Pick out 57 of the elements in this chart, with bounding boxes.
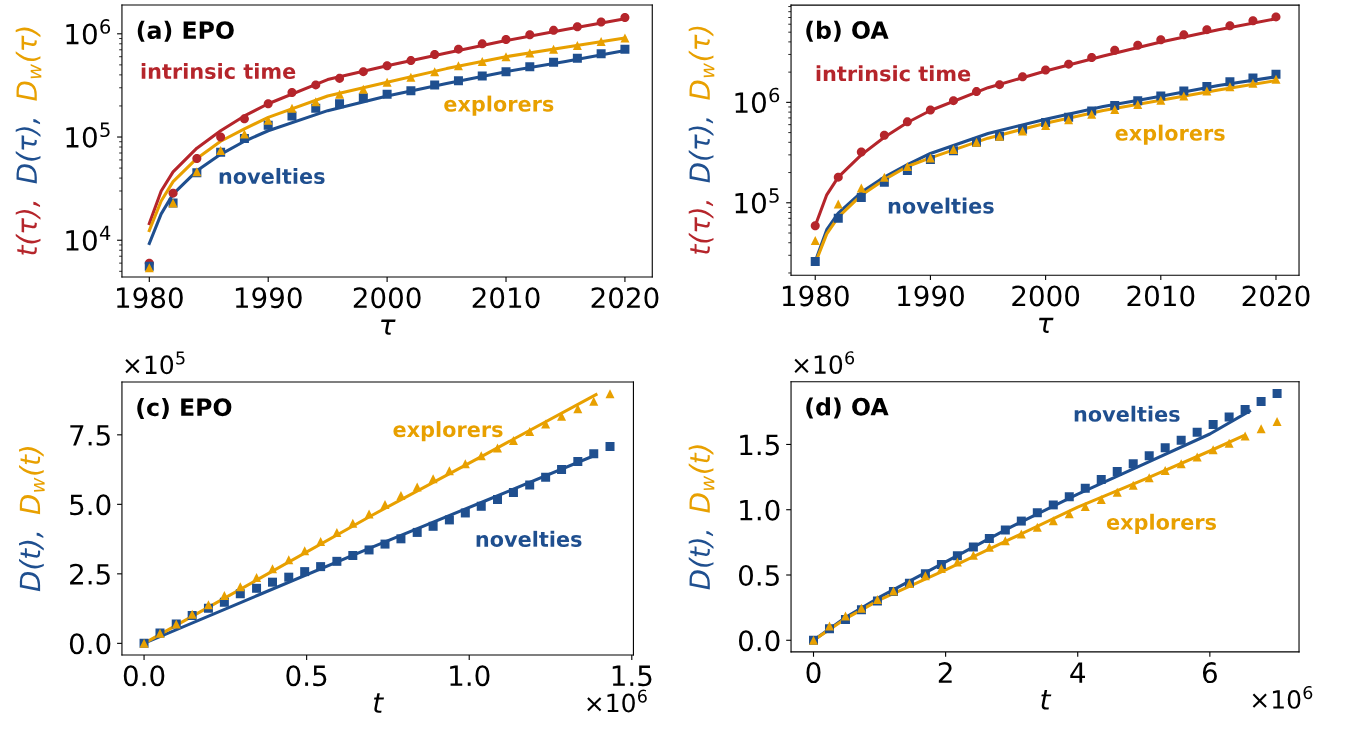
series-label: novelties: [888, 197, 994, 214]
y-tick-label: 10$^{5}$: [735, 188, 779, 214]
x-tick-label: 1990: [235, 287, 302, 309]
x-tick-label: 2010: [472, 287, 540, 309]
y-axis-title: t(τ), D(τ), D$_{w}$(τ): [15, 27, 42, 255]
y-tick-label: 2.5: [70, 563, 110, 585]
x-axis-title: t: [374, 693, 384, 713]
y-tick-label: 10$^{4}$: [66, 225, 111, 251]
y-tick-label: 0.0: [69, 633, 111, 655]
series-label: explorers: [1106, 513, 1217, 534]
y-tick-label: 1.5: [740, 434, 779, 456]
x-tick-label: 0: [806, 662, 821, 684]
x-tick-label: 4: [1070, 662, 1086, 683]
y-tick-label: 10$^{6}$: [66, 19, 111, 45]
x-axis-title: τ: [1039, 317, 1054, 333]
y-tick-label: 0.5: [738, 564, 779, 586]
text: (b) OA: [806, 20, 889, 42]
x-axis-title: t: [1041, 690, 1052, 710]
y-tick-label: 10$^{5}$: [66, 122, 110, 148]
x-tick-label: 1980: [117, 287, 183, 309]
series-label: novelties: [219, 167, 325, 185]
text: ×10$^{5}$: [125, 351, 185, 375]
series-label: novelties: [1074, 405, 1180, 422]
y-tick-label: 1.0: [740, 499, 780, 521]
x-tick-label: 1990: [898, 285, 964, 307]
series-label: explorers: [393, 421, 503, 442]
series-label: novelties: [476, 530, 582, 547]
text: ×10$^{6}$: [1252, 685, 1313, 709]
x-tick-label: 1.5: [612, 665, 652, 687]
series-label: intrinsic time: [816, 65, 971, 82]
series-label: explorers: [1115, 124, 1225, 145]
x-tick-label: 2000: [353, 287, 421, 309]
y-axis-title: D(t), D$_{w}$(t): [688, 445, 715, 590]
x-tick-label: 2010: [1127, 285, 1195, 307]
y-tick-label: 0.0: [738, 630, 780, 652]
y-tick-label: 7.5: [70, 425, 110, 446]
y-tick-label: 5.0: [70, 494, 111, 516]
x-tick-label: 2000: [1012, 285, 1080, 307]
text: (d) OA: [806, 397, 889, 419]
y-axis-title: D(t), D$_{w}$(t): [18, 447, 45, 592]
text: (c) EPO: [137, 397, 232, 419]
series-label: intrinsic time: [141, 62, 296, 80]
y-tick-label: 10$^{6}$: [735, 87, 780, 114]
x-tick-label: 0.0: [123, 665, 165, 687]
x-tick-label: 1980: [782, 285, 849, 307]
text: ×10$^{6}$: [587, 689, 647, 713]
y-axis-title: t(τ), D(τ), D$_{w}$(τ): [688, 26, 715, 254]
x-axis-title: τ: [381, 319, 396, 335]
series-label: explorers: [444, 95, 554, 116]
text: ×10$^{6}$: [794, 351, 855, 375]
text: (a) EPO: [137, 20, 234, 42]
x-tick-label: 6: [1202, 662, 1217, 684]
x-tick-label: 1.0: [450, 665, 490, 687]
x-tick-label: 2020: [1242, 285, 1310, 307]
x-tick-label: 0.5: [286, 665, 327, 687]
x-tick-label: 2: [938, 662, 952, 683]
x-tick-label: 2020: [591, 287, 659, 309]
